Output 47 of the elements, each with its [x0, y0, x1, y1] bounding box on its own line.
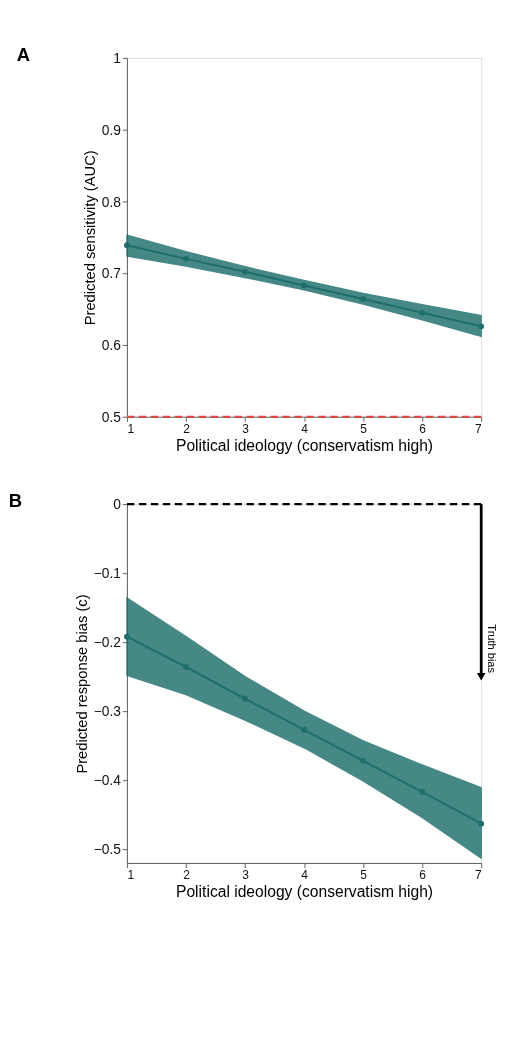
x-tick-label: 2 [183, 868, 191, 883]
x-tick-label: 3 [242, 421, 250, 436]
point [301, 282, 307, 289]
x-tick-label: 1 [127, 868, 135, 883]
y-tick-label: −0.3 [93, 704, 122, 720]
y-tick-label: −0.2 [93, 635, 121, 651]
x-tick-label: 2 [183, 421, 191, 436]
y-tick-label: −0.4 [93, 773, 122, 789]
point [183, 664, 189, 670]
x-tick-label: 7 [475, 868, 482, 883]
x-axis-title: Political ideology (conservatism high) [176, 883, 434, 901]
point [183, 255, 189, 262]
y-tick-label: 0.9 [101, 122, 122, 138]
x-tick-label: 5 [360, 868, 368, 883]
annotation: Truth bias [485, 624, 498, 674]
point [301, 726, 307, 733]
x-tick-label: 7 [475, 421, 482, 436]
chart-title: A [16, 43, 30, 65]
point [242, 695, 248, 702]
x-tick-label: 6 [419, 421, 427, 436]
x-axis-title: Political ideology (conservatism high) [176, 437, 434, 455]
point [242, 268, 248, 275]
point [124, 242, 130, 249]
point [419, 789, 426, 795]
y-tick-label: 0 [113, 497, 122, 513]
chart-title: B [8, 489, 22, 511]
y-tick-label: 0.7 [101, 266, 121, 282]
y-tick-label: 1 [113, 50, 121, 66]
y-tick-label: 0.8 [101, 194, 122, 210]
x-tick-label: 5 [360, 421, 368, 436]
y-tick-label: 0.6 [101, 338, 122, 354]
point [124, 633, 130, 640]
x-tick-label: 1 [127, 421, 135, 436]
point [360, 296, 367, 302]
y-tick-label: −0.1 [93, 566, 121, 582]
point [419, 309, 426, 316]
x-tick-label: 4 [301, 421, 309, 436]
y-axis-title: Predicted sensitivity (AUC) [82, 150, 99, 326]
y-axis-title: Predicted response bias (c) [74, 594, 91, 774]
point [478, 820, 485, 827]
y-tick-label: −0.5 [93, 842, 122, 858]
x-tick-label: 6 [419, 868, 427, 883]
point [360, 757, 367, 764]
point [478, 323, 485, 330]
x-tick-label: 4 [301, 868, 309, 883]
x-tick-label: 3 [242, 868, 250, 883]
y-tick-label: 0.5 [101, 409, 122, 425]
